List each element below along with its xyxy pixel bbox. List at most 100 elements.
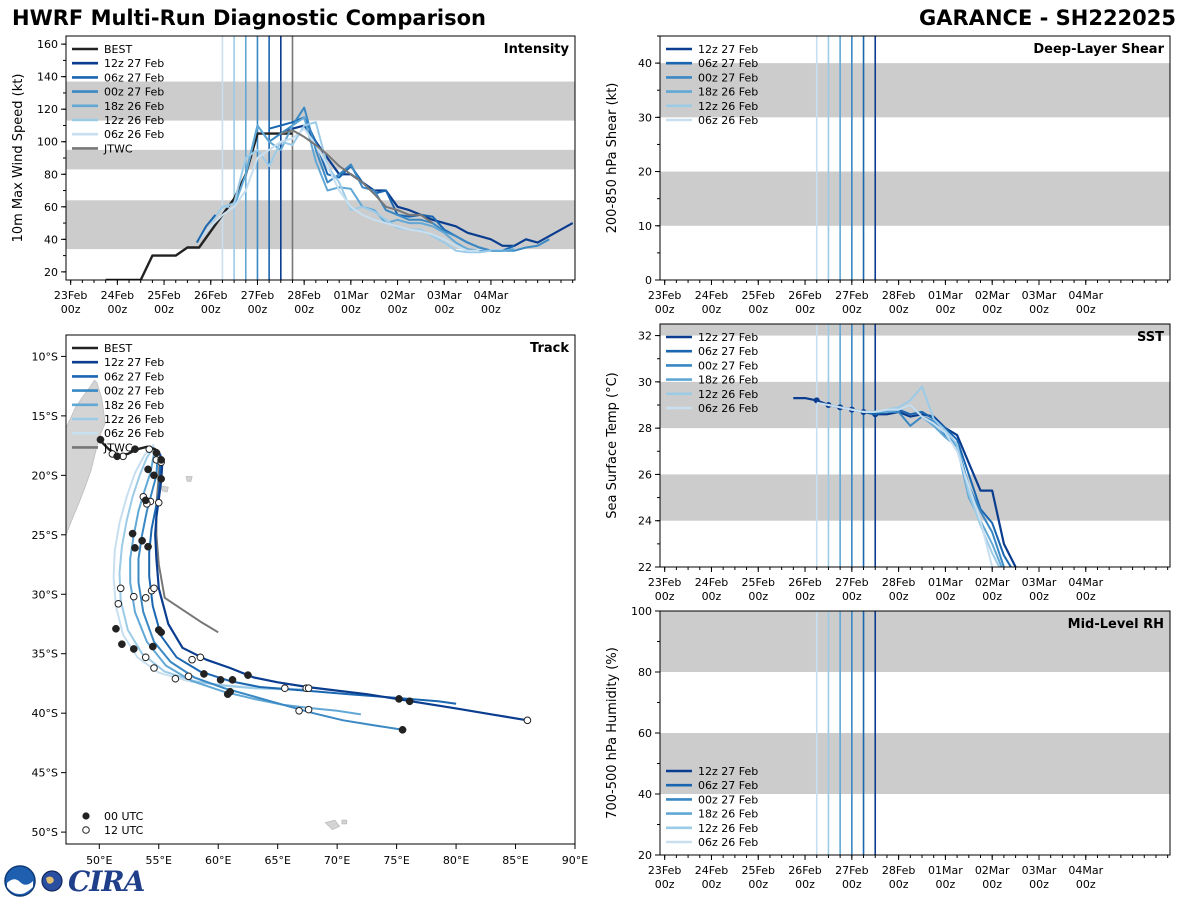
sst-xtick-label: 04Mar [1068,576,1103,589]
track-xtick-label: 80°E [443,854,469,867]
legend-marker-00utc [82,812,90,820]
track-point-00utc [398,725,407,734]
legend-label: BEST [104,342,132,355]
intensity-xtick-label: 02Mar [380,289,415,302]
track-point-12utc [523,716,532,725]
rh-threshold-band [660,611,1170,672]
sst-xtick-label: 00z [1029,590,1049,603]
track-point-00utc [157,456,165,464]
legend-label: 06z 26 Feb [104,128,164,141]
rh-ytick-label: 60 [638,727,652,740]
rh-xtick-label: 00z [982,878,1002,891]
intensity-frame [65,35,576,281]
track-point-00utc [131,445,139,454]
rh-ytick-label: 20 [638,849,652,862]
legend-label: 06z 27 Feb [698,779,758,792]
track-point-00utc [141,496,150,505]
track-title: Track [530,341,569,356]
intensity-xtick-label: 00z [388,303,408,316]
legend-label: 18z 26 Feb [104,399,164,412]
rh-xtick-label: 25Feb [742,864,775,877]
legend-label: 06z 27 Feb [104,71,164,84]
track-point-00utc [113,452,121,461]
sst-series-point [813,397,820,404]
shear-xtick-label: 25Feb [742,289,775,302]
intensity-xtick-label: 27Feb [241,289,274,302]
legend-label: 12z 27 Feb [698,43,758,56]
legend-label: 06z 27 Feb [698,345,758,358]
rh-xtick-label: 26Feb [788,864,821,877]
track-line [155,453,219,634]
sst-ytick-label: 30 [638,376,652,389]
legend-label: 00z 27 Feb [104,86,164,99]
shear-xtick-label: 00z [748,303,768,316]
shear-xtick-label: 24Feb [695,289,728,302]
track-line [154,453,528,722]
shear-xtick-label: 03Mar [1022,289,1057,302]
shear-xtick-label: 00z [1076,303,1096,316]
legend-marker-label: 00 UTC [104,810,144,823]
intensity-threshold-band [66,200,575,250]
track-xtick-label: 55°E [146,854,172,867]
intensity-series-line [209,121,492,254]
intensity-ytick-label: 120 [37,103,58,116]
track-xtick-label: 65°E [264,854,290,867]
shear-xtick-label: 00z [842,303,862,316]
rh-xtick-label: 00z [889,878,909,891]
sst-xtick-label: 00z [842,590,862,603]
sst-xtick-label: 26Feb [788,576,821,589]
track-ytick-label: 10°S [32,350,58,363]
track-xtick-label: 60°E [205,854,231,867]
sst-xtick-label: 00z [702,590,722,603]
intensity-xtick-label: 00z [294,303,314,316]
rh-panel: 2040608010023Feb00z24Feb00z25Feb00z26Feb… [605,605,1170,891]
rh-xtick-label: 28Feb [882,864,915,877]
intensity-series-line [280,129,434,224]
rh-xtick-label: 03Mar [1022,864,1057,877]
rh-ytick-label: 40 [638,788,652,801]
track-point-00utc [118,640,126,649]
rh-xtick-label: 00z [655,878,675,891]
shear-xtick-label: 00z [889,303,909,316]
rh-xtick-label: 00z [702,878,722,891]
shear-title: Deep-Layer Shear [1033,42,1164,57]
rh-xtick-label: 00z [1076,878,1096,891]
intensity-ytick-label: 40 [44,233,58,246]
cira-logo: CIRA [4,864,145,898]
shear-plot-area [660,36,1170,280]
track-xtick-label: 90°E [562,854,588,867]
shear-xtick-label: 00z [655,303,675,316]
track-plot-area [66,379,532,831]
intensity-panel: 2040608010012014016023Feb00z24Feb00z25Fe… [11,36,575,316]
sst-series-line [816,401,994,567]
rh-plot-area [660,611,1170,855]
sst-panel: 22242628303223Feb00z24Feb00z25Feb00z26Fe… [605,324,1170,603]
intensity-ytick-label: 160 [37,38,58,51]
intensity-threshold-band [66,149,575,170]
track-point-00utc [131,544,139,552]
legend-label: 00z 27 Feb [104,385,164,398]
rh-xtick-label: 00z [936,878,956,891]
land-mass [341,819,348,825]
sst-threshold-band [660,474,1170,521]
shear-xtick-label: 26Feb [788,289,821,302]
track-point-12utc [188,655,196,664]
legend-label: 12z 26 Feb [698,822,758,835]
intensity-series-line [105,132,293,280]
track-line [118,446,308,691]
track-point-00utc [144,465,152,474]
legend-label: 00z 27 Feb [698,793,758,806]
track-line [148,457,457,705]
track-point-00utc [216,676,225,684]
rh-xtick-label: 04Mar [1068,864,1103,877]
shear-frame [659,35,1171,281]
rh-ytick-label: 80 [638,666,652,679]
track-frame [65,334,576,845]
rh-title: Mid-Level RH [1068,617,1164,632]
intensity-ytick-label: 20 [44,266,58,279]
sst-xtick-label: 28Feb [882,576,915,589]
track-point-00utc [200,670,208,678]
